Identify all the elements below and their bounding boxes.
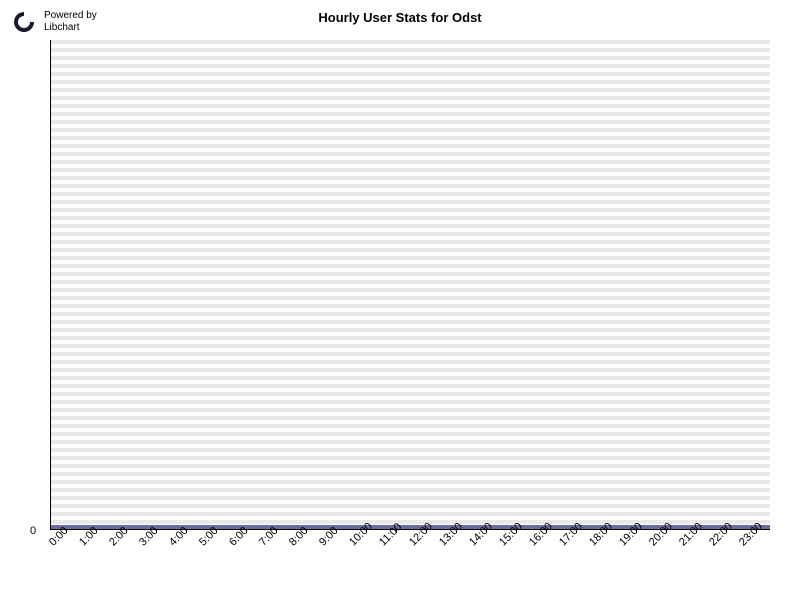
plot-area: [50, 40, 770, 530]
x-axis-labels: 0:001:002:003:004:005:006:007:008:009:00…: [50, 530, 770, 575]
plot-container: 0 0:001:002:003:004:005:006:007:008:009:…: [50, 40, 770, 530]
powered-by-line2: Libchart: [44, 22, 97, 34]
branding-header: Powered by Libchart: [10, 8, 97, 36]
libchart-logo-icon: [10, 8, 38, 36]
powered-by-line1: Powered by: [44, 10, 97, 22]
chart-title: Hourly User Stats for Odst: [318, 10, 481, 25]
plot-grid-background: [51, 40, 770, 529]
y-axis-label-0: 0: [30, 525, 36, 537]
powered-by-text: Powered by Libchart: [44, 10, 97, 34]
